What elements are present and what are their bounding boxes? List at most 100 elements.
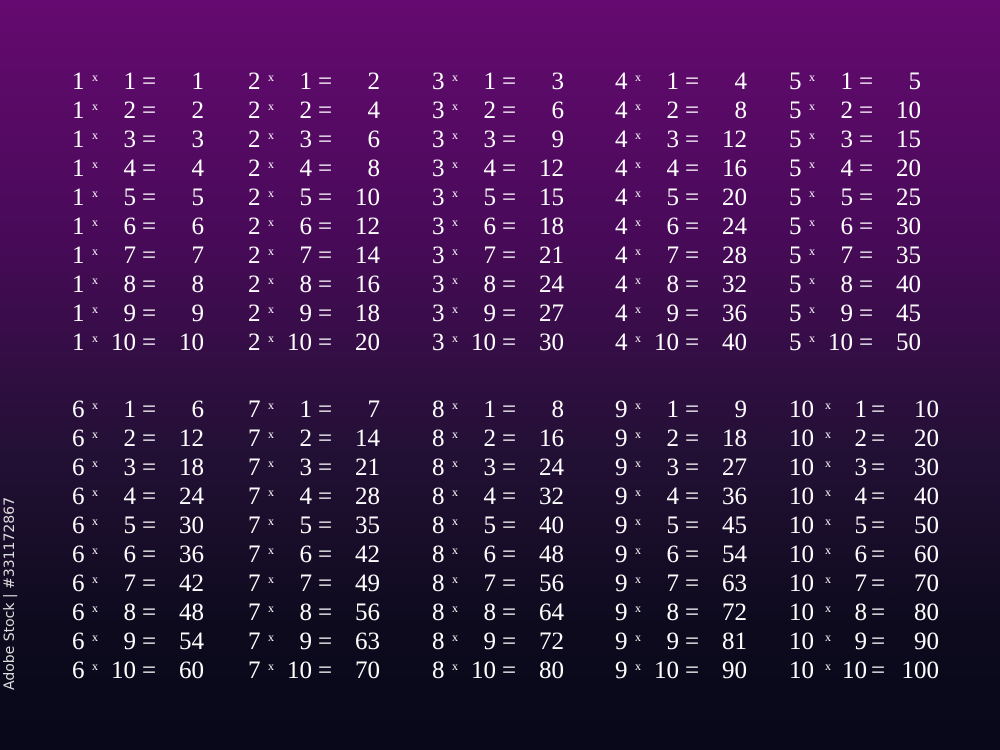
product: 14 bbox=[355, 242, 380, 269]
multiplier: 7 bbox=[299, 570, 313, 597]
equation: 6 x 10 = 60 bbox=[72, 656, 242, 685]
product: 16 bbox=[355, 271, 380, 298]
equation: 2 x 4 = 8 bbox=[248, 154, 418, 183]
equals-sign: = bbox=[142, 570, 157, 597]
multiplier: 8 bbox=[483, 599, 497, 626]
product: 36 bbox=[179, 541, 204, 568]
equals-sign: = bbox=[502, 425, 517, 452]
multiplicand: 8 bbox=[432, 396, 445, 423]
equals-sign: = bbox=[318, 126, 333, 153]
multiplier: 8 bbox=[483, 271, 497, 298]
times-sign: x bbox=[809, 70, 815, 84]
multiplier: 2 bbox=[123, 425, 137, 452]
multiplicand: 4 bbox=[615, 68, 628, 95]
times-sign: x bbox=[268, 273, 274, 287]
multiplier: 5 bbox=[123, 512, 137, 539]
equals-sign: = bbox=[502, 68, 517, 95]
equation: 10 x 2 = 20 bbox=[789, 424, 959, 453]
multiplier: 8 bbox=[840, 271, 854, 298]
multiplicand: 7 bbox=[248, 425, 261, 452]
product: 27 bbox=[539, 300, 564, 327]
equation: 3 x 9 = 27 bbox=[432, 299, 602, 328]
equals-sign: = bbox=[142, 329, 157, 356]
times-sign: x bbox=[92, 572, 98, 586]
times-sign: x bbox=[635, 398, 641, 412]
times-sign: x bbox=[635, 630, 641, 644]
product: 10 bbox=[896, 97, 921, 124]
product: 14 bbox=[355, 425, 380, 452]
equals-sign: = bbox=[685, 184, 700, 211]
product: 18 bbox=[722, 425, 747, 452]
multiplier: 9 bbox=[123, 300, 137, 327]
multiplier: 9 bbox=[299, 300, 313, 327]
multiplier: 1 bbox=[840, 68, 854, 95]
multiplicand: 6 bbox=[72, 454, 85, 481]
equation: 3 x 7 = 21 bbox=[432, 241, 602, 270]
times-sign: x bbox=[268, 514, 274, 528]
equation: 7 x 1 = 7 bbox=[248, 395, 418, 424]
equation: 2 x 10 = 20 bbox=[248, 328, 418, 357]
multiplicand: 8 bbox=[432, 454, 445, 481]
equation: 9 x 9 = 81 bbox=[615, 627, 785, 656]
equals-sign: = bbox=[318, 657, 333, 684]
multiplicand: 9 bbox=[615, 628, 628, 655]
times-sign: x bbox=[268, 99, 274, 113]
times-table-5: 5 x 1 = 5 5 x 2 = 10 5 x 3 = 15 5 x 4 = 20 5 x 5 = 25 5 x 6 = 30 5 x 7 = 3… bbox=[789, 67, 959, 357]
equals-sign: = bbox=[685, 454, 700, 481]
multiplier: 5 bbox=[299, 184, 313, 211]
times-sign: x bbox=[452, 128, 458, 142]
product: 45 bbox=[896, 300, 921, 327]
equals-sign: = bbox=[502, 483, 517, 510]
multiplicand: 2 bbox=[248, 271, 261, 298]
equation: 2 x 2 = 4 bbox=[248, 96, 418, 125]
equals-sign: = bbox=[685, 541, 700, 568]
multiplicand: 3 bbox=[432, 271, 445, 298]
product: 80 bbox=[539, 657, 564, 684]
equation: 7 x 9 = 63 bbox=[248, 627, 418, 656]
equals-sign: = bbox=[142, 155, 157, 182]
equation: 7 x 2 = 14 bbox=[248, 424, 418, 453]
times-sign: x bbox=[635, 659, 641, 673]
multiplier: 1 bbox=[666, 68, 680, 95]
multiplier: 2 bbox=[123, 97, 137, 124]
multiplicand: 1 bbox=[72, 184, 85, 211]
times-sign: x bbox=[268, 157, 274, 171]
times-sign: x bbox=[268, 398, 274, 412]
product: 30 bbox=[896, 213, 921, 240]
multiplicand: 2 bbox=[248, 126, 261, 153]
equation: 9 x 7 = 63 bbox=[615, 569, 785, 598]
multiplier: 2 bbox=[666, 425, 680, 452]
times-sign: x bbox=[92, 514, 98, 528]
multiplicand: 6 bbox=[72, 483, 85, 510]
product: 21 bbox=[539, 242, 564, 269]
equals-sign: = bbox=[142, 68, 157, 95]
multiplier: 9 bbox=[299, 628, 313, 655]
times-sign: x bbox=[809, 157, 815, 171]
times-sign: x bbox=[452, 514, 458, 528]
equals-sign: = bbox=[685, 300, 700, 327]
equation: 4 x 1 = 4 bbox=[615, 67, 785, 96]
product: 5 bbox=[191, 184, 205, 211]
times-sign: x bbox=[92, 215, 98, 229]
product: 8 bbox=[191, 271, 205, 298]
product: 32 bbox=[722, 271, 747, 298]
multiplicand: 10 bbox=[789, 541, 814, 568]
multiplier: 10 bbox=[111, 657, 136, 684]
equation: 4 x 9 = 36 bbox=[615, 299, 785, 328]
equals-sign: = bbox=[685, 628, 700, 655]
multiplicand: 7 bbox=[248, 512, 261, 539]
multiplicand: 10 bbox=[789, 454, 814, 481]
equation: 9 x 8 = 72 bbox=[615, 598, 785, 627]
equals-sign: = bbox=[502, 454, 517, 481]
equation: 5 x 3 = 15 bbox=[789, 125, 959, 154]
times-sign: x bbox=[92, 273, 98, 287]
equation: 4 x 2 = 8 bbox=[615, 96, 785, 125]
product: 9 bbox=[191, 300, 205, 327]
multiplicand: 6 bbox=[72, 599, 85, 626]
product: 49 bbox=[355, 570, 380, 597]
equals-sign: = bbox=[318, 213, 333, 240]
times-sign: x bbox=[452, 572, 458, 586]
multiplier: 4 bbox=[299, 483, 313, 510]
equals-sign: = bbox=[318, 483, 333, 510]
product: 60 bbox=[179, 657, 204, 684]
